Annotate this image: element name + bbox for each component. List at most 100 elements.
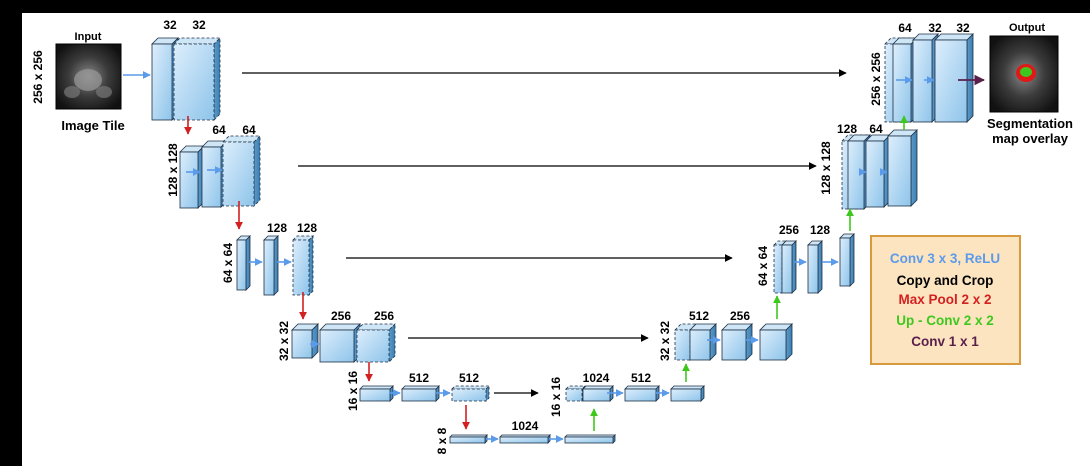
- bottom-map1: [449, 434, 488, 444]
- l2-dec-ch2: 64: [869, 122, 883, 136]
- l3-dec-map4: [839, 233, 855, 287]
- l1-enc-map1-front: [151, 43, 173, 121]
- l4-dec-map4-top: [759, 323, 793, 331]
- level3-decoder-labels: 64 x 64 256 128: [756, 223, 830, 286]
- bottom-map1-front: [449, 436, 486, 444]
- legend-box: [870, 235, 1021, 365]
- output-title: Output: [1009, 22, 1045, 34]
- l4-enc-map3: [356, 323, 396, 363]
- level4-encoder-labels: 32 x 32 256 256: [277, 309, 394, 361]
- l3-dec-map2-side: [791, 240, 797, 294]
- arrows: [123, 69, 986, 443]
- l4-dec-ch1: 512: [689, 309, 709, 323]
- level3-encoder-labels: 64 x 64 128 128: [221, 221, 317, 283]
- l1-dec-map4: [934, 33, 974, 123]
- l2-enc-map3: [222, 135, 261, 207]
- l3-enc-map3-side: [308, 235, 314, 296]
- l5-dec-ch1: 1024: [583, 371, 610, 385]
- legend-conv: Conv 3 x 3, ReLU: [890, 251, 1000, 266]
- l1-enc-map2: [173, 37, 221, 121]
- l2-dec-map3: [865, 134, 891, 208]
- l4-dec-map3-front: [721, 329, 747, 361]
- input-size-label: 256 x 256: [31, 50, 45, 104]
- mri-anatomy-detail: [96, 86, 112, 98]
- l3-dec-ch1: 256: [779, 223, 799, 237]
- l5-enc-map1: [359, 385, 394, 402]
- l5-enc-map2-top: [401, 385, 440, 390]
- l4-enc-map2: [319, 323, 361, 363]
- l3-enc-map2-front: [263, 239, 275, 296]
- l1-dec-map3: [912, 33, 939, 123]
- l1-enc-ch2: 32: [192, 18, 206, 32]
- l5-enc-map3-top: [451, 385, 490, 390]
- bottom-map3-front: [564, 436, 614, 444]
- l2-enc-ch2: 64: [242, 123, 256, 137]
- l1-dec-map2-front: [892, 43, 912, 123]
- l5-dec-ch2: 512: [631, 371, 651, 385]
- l1-dec-map4-front: [934, 39, 968, 123]
- l2-dec-ch1: 128: [837, 122, 857, 136]
- output-segmentation: Output Segmentation map overlay: [987, 22, 1073, 146]
- l2-dec-size: 128 x 128: [819, 141, 833, 195]
- l5-dec-map4: [670, 385, 705, 402]
- l1-dec-ch3: 32: [956, 21, 970, 35]
- level1-decoder-labels: 256 x 256 64 32 32: [869, 21, 970, 106]
- legend-conv1: Conv 1 x 1: [911, 334, 979, 349]
- l1-dec-size: 256 x 256: [869, 52, 883, 106]
- level4-decoder-labels: 32 x 32 512 256: [658, 309, 750, 361]
- bottom-ch1: 1024: [512, 419, 539, 433]
- l5-dec-map3-front: [624, 388, 657, 402]
- l4-enc-size: 32 x 32: [277, 321, 291, 361]
- l2-dec-map2-front: [847, 140, 865, 210]
- l4-enc-map2-front: [319, 329, 355, 363]
- l4-enc-ch1: 256: [331, 309, 351, 323]
- l5-enc-ch2: 512: [459, 371, 479, 385]
- legend-up: Up - Conv 2 x 2: [896, 313, 994, 328]
- l5-dec-map1-front: [565, 388, 583, 402]
- l5-dec-map3: [624, 385, 660, 402]
- segmentation-mask-green: [1020, 67, 1032, 77]
- l5-dec-map4-front: [670, 388, 702, 402]
- mri-anatomy-detail: [64, 86, 80, 98]
- l1-dec-ch2: 32: [928, 21, 942, 35]
- l3-dec-map3: [807, 240, 823, 294]
- l4-dec-size: 32 x 32: [658, 321, 672, 361]
- l4-dec-map1-front: [674, 329, 691, 361]
- l3-enc-map3-front: [292, 239, 310, 296]
- bottom-map2-front: [499, 436, 549, 444]
- legend-copy: Copy and Crop: [897, 273, 994, 288]
- l3-enc-map1-side: [245, 235, 251, 291]
- l5-dec-map2: [582, 385, 614, 402]
- l3-dec-map2-front: [781, 244, 793, 294]
- l3-enc-map1-front: [236, 239, 247, 291]
- l2-enc-ch1: 64: [212, 123, 226, 137]
- l3-dec-map3-side: [817, 240, 823, 294]
- l3-dec-map3-front: [807, 244, 819, 294]
- bottom-labels: 8 x 8 1024: [435, 419, 539, 454]
- level5-decoder-labels: 16 x 16 1024 512: [549, 371, 651, 417]
- l4-enc-map3-side: [388, 323, 396, 363]
- l3-dec-map1-front: [773, 244, 783, 294]
- l3-enc-size: 64 x 64: [221, 243, 235, 283]
- l1-enc-map2-top: [173, 37, 221, 45]
- l4-dec-map2-front: [689, 329, 711, 361]
- l2-enc-size: 128 x 128: [166, 143, 180, 197]
- l2-enc-map1: [179, 145, 205, 209]
- l5-dec-map2-top: [582, 385, 614, 390]
- l4-enc-map2-top: [319, 323, 361, 331]
- l5-enc-map3-front: [451, 388, 487, 402]
- bottom-size: 8 x 8: [435, 427, 449, 454]
- l3-dec-ch2: 128: [810, 223, 830, 237]
- l5-enc-ch1: 512: [409, 371, 429, 385]
- l5-dec-map1-top: [565, 385, 586, 390]
- l5-enc-map2: [401, 385, 440, 402]
- l5-dec-map3-top: [624, 385, 660, 390]
- l1-enc-map2-front: [173, 43, 215, 121]
- l2-enc-map3-top: [222, 135, 261, 143]
- input-image-tile: Input Image Tile 256 x 256: [31, 31, 125, 133]
- l5-enc-map1-front: [359, 388, 391, 402]
- bottom-map3: [564, 434, 616, 444]
- l5-dec-map2-front: [582, 388, 611, 402]
- l3-dec-map4-side: [849, 233, 855, 287]
